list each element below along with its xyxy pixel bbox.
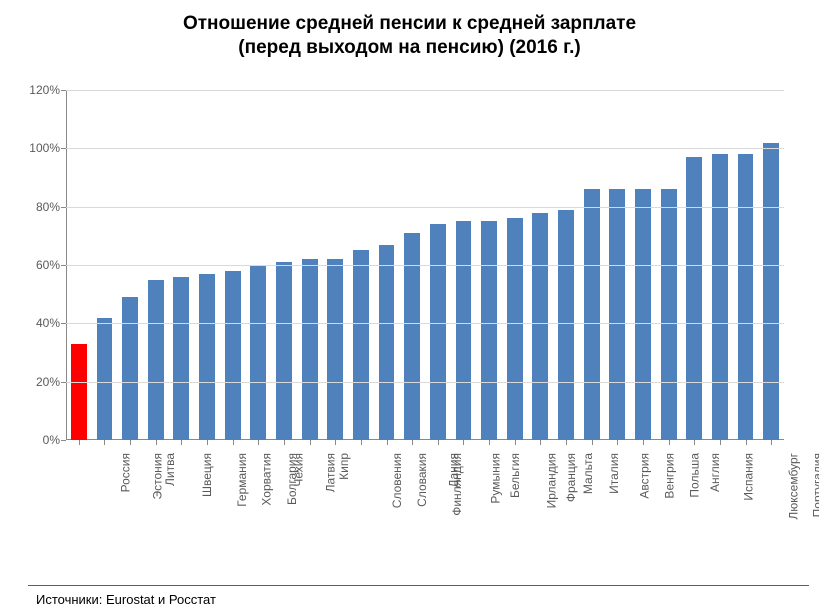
- gridline: [66, 382, 784, 383]
- source-divider: [28, 585, 809, 586]
- bar: [507, 218, 523, 440]
- y-tick-label: 80%: [36, 200, 66, 214]
- bar: [763, 143, 779, 441]
- x-tick-mark: [335, 440, 336, 445]
- x-tick-mark: [771, 440, 772, 445]
- bar: [353, 250, 369, 440]
- x-tick-mark: [489, 440, 490, 445]
- chart-plot-area: 0%20%40%60%80%100%120%РоссияЭстонияЛитва…: [66, 90, 784, 440]
- x-tick-label: Ирландия: [541, 453, 559, 508]
- x-tick-mark: [540, 440, 541, 445]
- chart-title: Отношение средней пенсии к средней зарпл…: [0, 12, 819, 61]
- y-tick-label: 40%: [36, 316, 66, 330]
- bar: [97, 318, 113, 441]
- gridline: [66, 90, 784, 91]
- x-tick-mark: [746, 440, 747, 445]
- x-tick-label: Словакия: [411, 453, 429, 507]
- x-tick-label: Италия: [603, 453, 621, 494]
- bar: [404, 233, 420, 440]
- x-tick-label: Австрия: [633, 453, 651, 499]
- x-tick-label: Швеция: [196, 453, 214, 497]
- x-tick-label: Чехия: [288, 453, 306, 487]
- bar: [276, 262, 292, 440]
- bar: [558, 210, 574, 440]
- x-tick-mark: [156, 440, 157, 445]
- x-tick-mark: [592, 440, 593, 445]
- bar: [379, 245, 395, 440]
- gridline: [66, 323, 784, 324]
- bar: [635, 189, 651, 440]
- x-tick-label: Германия: [231, 453, 249, 507]
- bar: [481, 221, 497, 440]
- x-tick-label: Англия: [704, 453, 722, 492]
- x-tick-mark: [79, 440, 80, 445]
- x-tick-label: Словения: [386, 453, 404, 508]
- x-tick-label: Дания: [443, 453, 461, 488]
- gridline: [66, 265, 784, 266]
- x-tick-mark: [284, 440, 285, 445]
- chart-title-line2: (перед выходом на пенсию) (2016 г.): [0, 36, 819, 60]
- x-tick-mark: [181, 440, 182, 445]
- y-tick-label: 60%: [36, 258, 66, 272]
- y-tick-label: 0%: [43, 433, 66, 447]
- x-tick-mark: [643, 440, 644, 445]
- x-tick-label: Румыния: [484, 453, 502, 504]
- bar: [456, 221, 472, 440]
- x-tick-mark: [387, 440, 388, 445]
- y-tick-label: 20%: [36, 375, 66, 389]
- x-tick-label: Мальта: [578, 453, 596, 494]
- x-tick-mark: [361, 440, 362, 445]
- x-tick-label: Люксембург: [782, 453, 800, 520]
- x-tick-mark: [207, 440, 208, 445]
- bar: [302, 259, 318, 440]
- bar: [173, 277, 189, 440]
- x-tick-label: Венгрия: [659, 453, 677, 499]
- source-text: Источники: Eurostat и Росстат: [36, 592, 216, 607]
- bar: [712, 154, 728, 440]
- x-tick-mark: [130, 440, 131, 445]
- chart-container: Отношение средней пенсии к средней зарпл…: [0, 0, 819, 615]
- x-tick-label: Хорватия: [256, 453, 274, 506]
- x-tick-label: Россия: [114, 453, 132, 492]
- x-tick-mark: [104, 440, 105, 445]
- bar: [327, 259, 343, 440]
- bar: [532, 213, 548, 441]
- x-tick-mark: [617, 440, 618, 445]
- x-tick-mark: [310, 440, 311, 445]
- x-tick-label: Литва: [159, 453, 177, 486]
- bar: [609, 189, 625, 440]
- bar: [686, 157, 702, 440]
- chart-title-line1: Отношение средней пенсии к средней зарпл…: [0, 12, 819, 36]
- bar: [430, 224, 446, 440]
- x-tick-label: Бельгия: [504, 453, 522, 498]
- x-tick-mark: [233, 440, 234, 445]
- x-tick-mark: [694, 440, 695, 445]
- x-tick-mark: [669, 440, 670, 445]
- bar: [122, 297, 138, 440]
- x-tick-label: Франция: [560, 453, 578, 502]
- x-tick-mark: [258, 440, 259, 445]
- x-tick-mark: [463, 440, 464, 445]
- bar: [738, 154, 754, 440]
- x-tick-label: Польша: [684, 453, 702, 498]
- gridline: [66, 148, 784, 149]
- x-tick-mark: [566, 440, 567, 445]
- x-tick-mark: [720, 440, 721, 445]
- x-tick-mark: [412, 440, 413, 445]
- x-tick-label: Кипр: [332, 453, 350, 480]
- x-tick-label: Испания: [738, 453, 756, 501]
- bar: [71, 344, 87, 440]
- y-tick-label: 100%: [29, 141, 66, 155]
- y-tick-label: 120%: [29, 83, 66, 97]
- x-tick-label: Португалия: [806, 453, 819, 517]
- bar: [225, 271, 241, 440]
- x-tick-mark: [515, 440, 516, 445]
- x-tick-mark: [438, 440, 439, 445]
- bar: [661, 189, 677, 440]
- bar: [584, 189, 600, 440]
- gridline: [66, 207, 784, 208]
- bar: [250, 265, 266, 440]
- bar: [148, 280, 164, 440]
- bar: [199, 274, 215, 440]
